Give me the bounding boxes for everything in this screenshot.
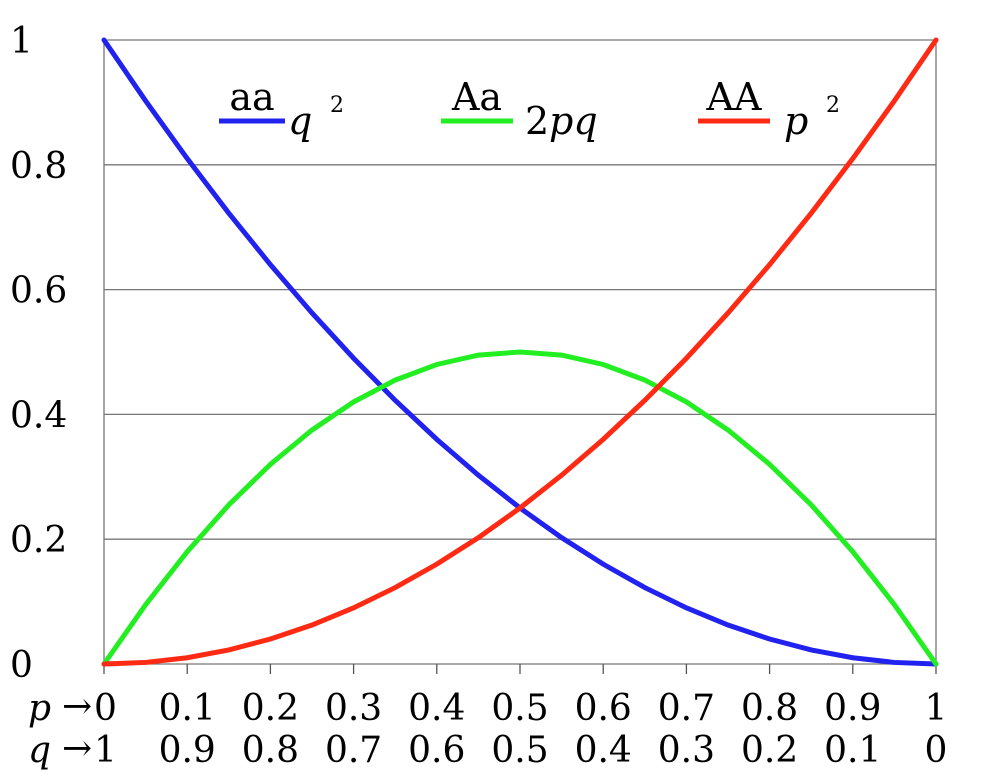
legend-formula-num-aa: 2 bbox=[525, 99, 549, 143]
x-tick-label-p: 0 bbox=[94, 688, 117, 729]
x-tick-label-q: 0.9 bbox=[159, 730, 216, 771]
series-line-aa bbox=[101, 37, 939, 667]
x-tick-label-p: 0.3 bbox=[325, 688, 382, 729]
x-axis-arrow-q: → bbox=[62, 728, 92, 769]
x-tick-label-p: 0.7 bbox=[658, 688, 715, 729]
legend-formula-aa: q bbox=[288, 99, 312, 143]
x-tick-label-q: 0.5 bbox=[491, 730, 548, 771]
x-tick-label-p: 0.4 bbox=[408, 688, 465, 729]
x-tick-label-q: 0.7 bbox=[325, 730, 382, 771]
grid-lines bbox=[104, 39, 936, 665]
axes bbox=[103, 40, 937, 674]
legend-formula-aa: pq bbox=[549, 99, 598, 143]
y-tick-label: 0 bbox=[10, 645, 33, 686]
y-tick-labels: 0 0.2 0.4 0.6 0.8 1 bbox=[10, 21, 67, 686]
x-tick-label-p: 0.9 bbox=[824, 688, 881, 729]
x-tick-label-p: 0.2 bbox=[242, 688, 299, 729]
x-tick-label-q: 0.8 bbox=[242, 730, 299, 771]
legend-formula-aa: p bbox=[784, 99, 808, 143]
legend-formula-sup-aa: 2 bbox=[330, 93, 344, 118]
x-tick-label-p: 0.5 bbox=[491, 688, 548, 729]
y-tick-label: 1 bbox=[10, 21, 33, 62]
y-tick-label: 0.4 bbox=[10, 395, 67, 436]
x-tick-labels: 0 0.1 0.2 0.3 0.4 0.5 0.6 0.7 0.8 0.9 1p →1 0.9 0.8 0.… bbox=[28, 686, 947, 771]
x-tick-label-q: 0.3 bbox=[658, 730, 715, 771]
legend-genotype-aa: AA bbox=[706, 75, 762, 119]
y-tick-label: 0.6 bbox=[10, 271, 67, 312]
series-curves bbox=[101, 37, 939, 667]
x-axis-name-q: q bbox=[28, 730, 51, 771]
x-tick-label-p: 0.6 bbox=[575, 688, 632, 729]
x-axis-arrow-p: → bbox=[62, 686, 92, 727]
x-tick-label-q: 0.6 bbox=[408, 730, 465, 771]
legend-genotype-aa: Aa bbox=[451, 75, 502, 119]
x-tick-label-p: 1 bbox=[925, 688, 948, 729]
legend-formula-sup-aa: 2 bbox=[826, 93, 840, 118]
x-tick-label-q: 0.1 bbox=[824, 730, 881, 771]
x-tick-label-p: 0.1 bbox=[159, 688, 216, 729]
legend-genotype-aa: aa bbox=[229, 75, 274, 119]
y-tick-label: 0.2 bbox=[10, 520, 67, 561]
x-axis-name-p: p bbox=[28, 688, 51, 729]
x-tick-label-q: 0.2 bbox=[741, 730, 798, 771]
series-line-aa bbox=[101, 349, 939, 667]
y-tick-label: 0.8 bbox=[10, 146, 67, 187]
x-tick-label-q: 1 bbox=[94, 730, 117, 771]
x-tick-label-p: 0.8 bbox=[741, 688, 798, 729]
x-tick-label-q: 0.4 bbox=[575, 730, 632, 771]
x-tick-label-q: 0 bbox=[925, 730, 948, 771]
